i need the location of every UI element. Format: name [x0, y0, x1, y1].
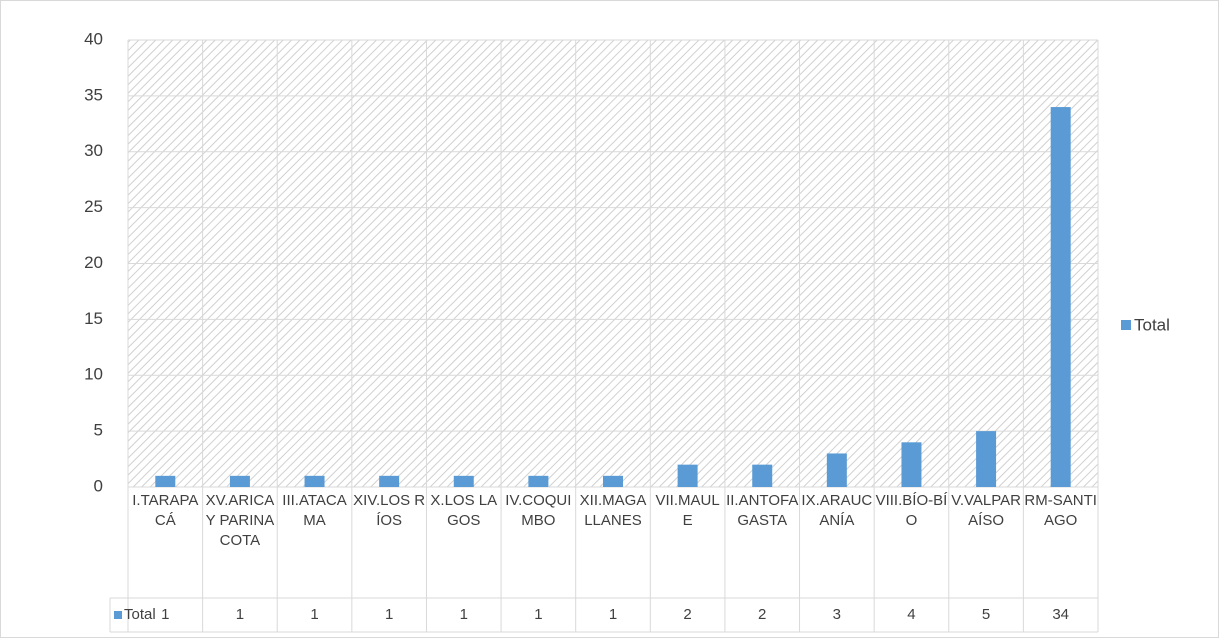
category-label: I.TARAPACÁ [132, 492, 199, 529]
table-value: 34 [1052, 606, 1070, 623]
table-value: 1 [161, 606, 170, 623]
bar [1050, 107, 1071, 488]
bar [379, 475, 400, 487]
y-tick-label: 40 [84, 29, 103, 48]
category-label: II.ANTOFAGASTA [726, 492, 799, 529]
bar [528, 475, 549, 487]
table-series-name: Total [124, 606, 156, 623]
table-value: 1 [310, 606, 319, 623]
bar [304, 475, 325, 487]
y-tick-label: 20 [84, 253, 103, 272]
category-label: IX.ARAUCANÍA [801, 492, 873, 529]
bar [752, 464, 773, 487]
bar [453, 475, 474, 487]
category-label: IV.COQUIMBO [505, 492, 572, 529]
table-value: 5 [981, 606, 991, 623]
y-tick-label: 0 [94, 476, 103, 495]
category-label: XII.MAGALLANES [579, 492, 647, 529]
table-value: 1 [235, 606, 245, 623]
y-tick-label: 5 [94, 421, 103, 440]
table-legend-key [114, 611, 122, 619]
table-value: 1 [608, 606, 618, 623]
category-label: V.VALPARAÍSO [951, 492, 1021, 529]
y-tick-label: 15 [84, 309, 103, 328]
category-label: X.LOS LAGOS [430, 492, 498, 529]
category-label: III.ATACAMA [282, 492, 347, 529]
category-label: XIV.LOS RÍOS [353, 492, 426, 529]
y-tick-label: 10 [84, 365, 103, 384]
table-value: 2 [758, 606, 767, 623]
y-tick-label: 30 [84, 141, 103, 160]
y-tick-label: 25 [84, 197, 103, 216]
bar [976, 431, 997, 487]
bar [603, 475, 623, 487]
y-tick-label: 35 [84, 85, 103, 104]
category-label: XV.ARICA Y PARINACOTA [205, 492, 275, 549]
category-label: VIII.BÍO-BÍO [875, 492, 948, 529]
category-label: RM-SANTIAGO [1024, 492, 1097, 529]
bar [229, 475, 250, 487]
table-value: 3 [832, 606, 841, 623]
bar [155, 475, 176, 487]
bar [901, 442, 922, 487]
legend-label: Total [1134, 315, 1170, 334]
table-value: 1 [459, 606, 468, 623]
bar [826, 453, 847, 487]
table-value: 4 [907, 606, 916, 623]
legend-key [1121, 320, 1131, 330]
table-value: 1 [384, 606, 394, 623]
table-value: 1 [534, 606, 543, 623]
table-value: 2 [683, 606, 692, 623]
category-label: VII.MAULE [655, 492, 720, 529]
bar [677, 464, 698, 487]
